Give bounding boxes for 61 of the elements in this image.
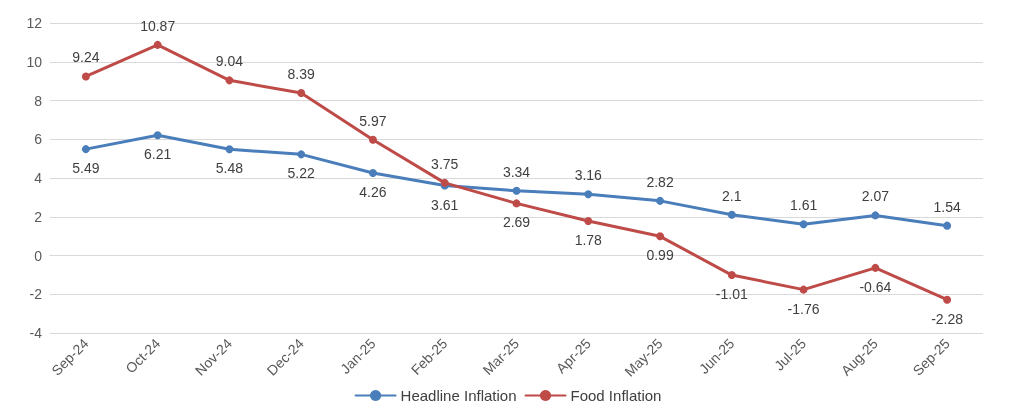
y-tick-label: -2	[29, 286, 43, 303]
point	[799, 285, 808, 294]
point	[153, 131, 162, 140]
data-label: 0.99	[646, 247, 674, 264]
data-label: 1.54	[933, 198, 961, 215]
data-label: 1.78	[574, 232, 603, 249]
data-label: 9.24	[72, 49, 100, 66]
point	[943, 221, 952, 230]
data-label: -2.28	[931, 310, 964, 327]
y-tick-label: 6	[34, 131, 43, 148]
point	[368, 168, 377, 177]
data-label: 5.49	[72, 160, 100, 177]
point	[656, 232, 665, 241]
point	[153, 40, 162, 49]
data-label: 3.61	[431, 196, 459, 213]
data-label: 1.61	[789, 197, 818, 214]
data-label: 3.16	[574, 167, 603, 184]
data-label: 10.87	[140, 17, 176, 34]
point	[943, 295, 952, 304]
point	[512, 199, 521, 208]
data-label: 9.04	[215, 53, 244, 70]
point	[512, 186, 521, 195]
point	[656, 196, 665, 205]
point	[727, 210, 736, 219]
point	[584, 190, 593, 199]
data-label: 4.26	[359, 183, 387, 200]
y-tick-label: 12	[26, 15, 43, 31]
y-tick-label: 8	[34, 92, 43, 109]
legend-label: Headline Inflation	[400, 387, 517, 404]
data-label: 3.34	[502, 163, 531, 180]
data-label: 2.07	[861, 188, 890, 205]
point	[297, 150, 306, 159]
point	[871, 211, 880, 220]
point	[225, 76, 234, 85]
legend-label: Food Inflation	[570, 387, 662, 404]
point	[81, 72, 90, 81]
y-tick-label: 2	[34, 208, 43, 225]
point	[225, 145, 234, 154]
data-label: 3.75	[431, 155, 459, 172]
y-tick-label: 4	[34, 170, 43, 186]
point	[81, 145, 90, 154]
data-label: 2.1	[722, 187, 742, 204]
point	[297, 88, 306, 97]
data-label: -1.76	[787, 300, 820, 317]
data-label: -1.01	[715, 286, 748, 303]
point	[368, 135, 377, 144]
data-label: 2.69	[502, 214, 531, 231]
point	[871, 263, 880, 272]
y-tick-label: 0	[34, 247, 43, 264]
y-tick-label: 10	[26, 53, 43, 70]
data-label: -0.64	[859, 278, 892, 295]
data-label: 5.48	[215, 160, 244, 177]
y-tick-label: -4	[29, 325, 43, 341]
data-label: 6.21	[144, 146, 172, 163]
data-label: 5.22	[287, 165, 316, 182]
point	[799, 220, 808, 229]
point	[584, 217, 593, 226]
data-label: 5.97	[359, 112, 387, 129]
point	[727, 271, 736, 280]
data-label: 8.39	[287, 65, 316, 82]
data-label: 2.82	[646, 173, 674, 190]
